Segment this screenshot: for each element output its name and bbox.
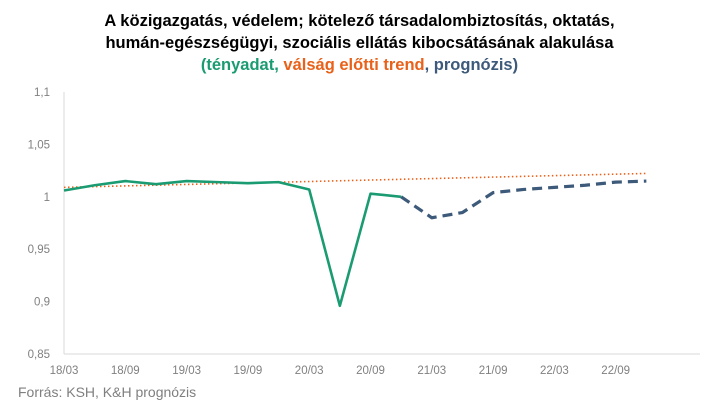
legend-actual: tényadat (206, 56, 275, 74)
x-tick-label: 20/09 (356, 365, 385, 377)
y-tick-label: 1,1 (34, 87, 50, 99)
legend-forecast: prognózis (433, 56, 513, 74)
chart-title: A közigazgatás, védelem; kötelező társad… (0, 10, 719, 76)
chart-legend: (tényadat, válság előtti trend, prognózi… (0, 54, 719, 76)
trend-series-line (63, 172, 647, 189)
chart-title-line-1: A közigazgatás, védelem; kötelező társad… (104, 12, 615, 30)
y-tick-label: 0,9 (34, 297, 50, 309)
forecast-series-line (400, 179, 647, 220)
x-tick-label: 18/09 (111, 365, 140, 377)
x-tick-label: 21/03 (417, 365, 446, 377)
y-tick-label: 1,05 (28, 139, 50, 151)
legend-sep-2: , (424, 56, 434, 74)
x-tick-label: 19/09 (234, 365, 263, 377)
legend-trend: válság előtti trend (283, 56, 425, 74)
legend-close-paren: ) (512, 56, 519, 74)
x-tick-label: 22/09 (601, 365, 630, 377)
source-note: Forrás: KSH, K&H prognózis (18, 384, 197, 400)
chart-title-line-2: humán-egészségügyi, szociális ellátás ki… (105, 34, 614, 52)
x-tick-label: 20/03 (295, 365, 324, 377)
actual-series-line (63, 179, 402, 308)
legend-open-paren: ( (200, 56, 207, 74)
legend-sep-1: , (274, 56, 284, 74)
y-tick-label: 1 (44, 192, 50, 204)
y-tick-label: 0,95 (28, 244, 50, 256)
x-tick-label: 21/09 (479, 365, 508, 377)
x-tick-label: 22/03 (540, 365, 569, 377)
x-tick-label: 18/03 (50, 365, 79, 377)
x-tick-label: 19/03 (172, 365, 201, 377)
y-tick-label: 0,85 (28, 349, 50, 361)
